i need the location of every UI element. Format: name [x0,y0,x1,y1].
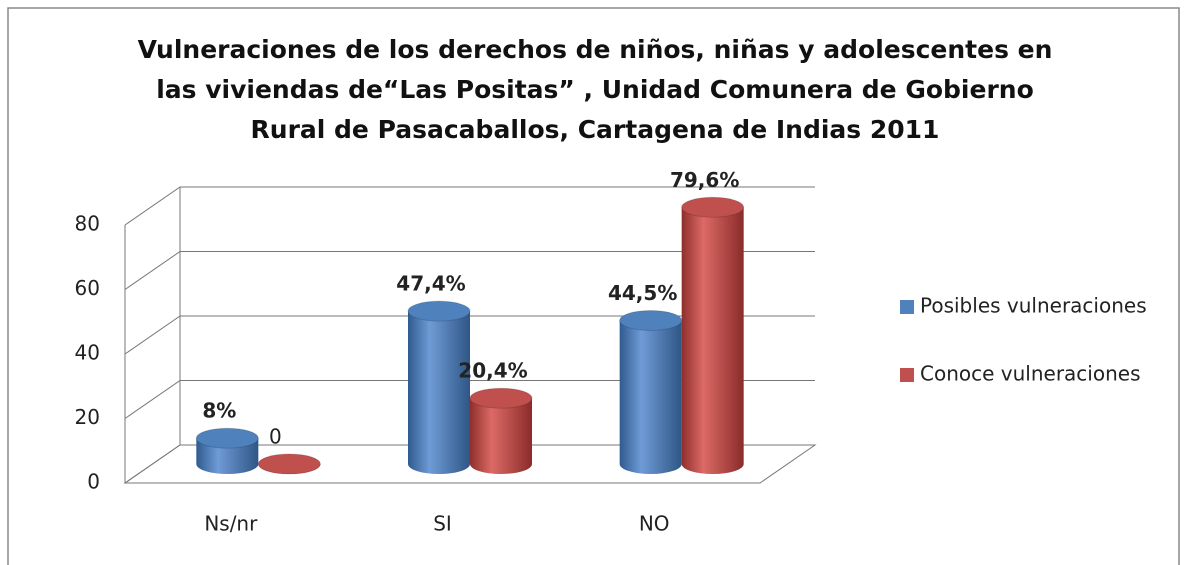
cylinder [196,438,259,474]
grid-line [124,444,815,484]
y-tick-label: 20 [75,405,100,429]
cylinder-top [469,387,533,409]
cylinder-top [681,196,745,218]
cylinder [470,398,532,474]
cylinder-top [257,453,321,475]
legend-label: Conoce vulneraciones [920,362,1141,386]
data-label: 20,4% [458,359,527,383]
cylinder [408,311,470,474]
cylinder [619,320,682,474]
y-tick-label: 60 [75,276,100,300]
cylinder-top [195,427,259,449]
data-label: 8% [202,399,236,423]
grid-line [124,186,815,226]
cylinder [681,207,744,475]
x-tick-label: NO [639,512,670,536]
legend-swatch [900,368,914,382]
data-label: 79,6% [670,168,739,192]
chart-title: Vulneraciones de los derechos de niños, … [137,35,1053,144]
legend-swatch [900,300,914,314]
grid-line [124,251,815,290]
data-label: 0 [269,425,282,449]
x-tick-label: Ns/nr [204,512,258,536]
cylinder-top [619,309,683,331]
grid-line [124,315,815,355]
y-tick-label: 80 [75,212,100,236]
legend-label: Posibles vulneraciones [920,294,1147,318]
data-label: 44,5% [608,281,677,305]
x-tick-label: SI [433,512,452,536]
cylinder-top [407,300,471,322]
grid-line [124,380,815,419]
data-label: 47,4% [396,272,465,296]
y-tick-label: 40 [75,341,100,365]
y-tick-label: 0 [87,470,100,494]
chart-border [7,7,1180,565]
